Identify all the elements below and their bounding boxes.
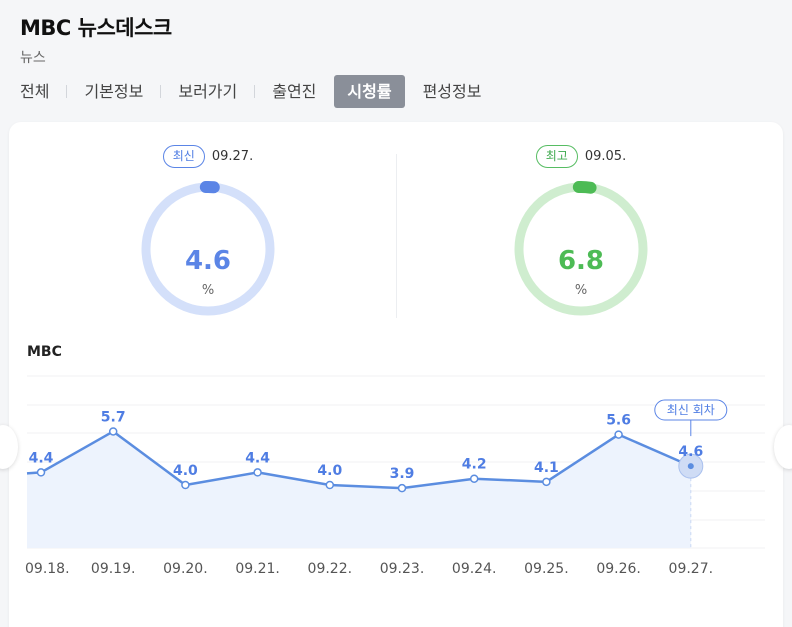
chart-x-ticks: 09.18. 09.19. 09.20. 09.21. 09.22. 09.23. 09.2… — [25, 561, 713, 577]
chart-points — [36, 427, 704, 493]
best-ring-fill — [572, 181, 597, 194]
latest-ring — [141, 181, 275, 316]
best-value: 6.8 — [557, 246, 605, 276]
tab-divider — [254, 85, 256, 98]
ratings-card: 최신 09.27. 4.6 % 최고 09.05. 6.8 % MBC 4.4 5… — [9, 122, 783, 627]
callout-box — [654, 399, 728, 421]
page-subtitle: 뉴스 — [20, 50, 46, 66]
best-ring — [514, 181, 648, 316]
best-date: 09.05. — [584, 148, 627, 164]
tab-divider — [160, 85, 162, 98]
x-tick-label: 09.18. — [25, 561, 70, 577]
stat-divider — [396, 154, 397, 318]
x-tick-label: 09.20. — [163, 561, 208, 577]
data-label: 5.7 — [101, 409, 126, 425]
latest-rating: 최신 09.27. 4.6 % — [128, 144, 288, 320]
page-title: MBC 뉴스데스크 — [20, 16, 172, 40]
prev-arrow-button[interactable] — [0, 425, 18, 469]
data-label: 5.6 — [606, 413, 631, 429]
data-point — [108, 427, 118, 436]
x-tick-label: 09.27. — [669, 561, 714, 577]
data-point — [687, 463, 694, 470]
chart-data-labels: 4.4 5.7 4.0 4.4 4.0 3.9 4.2 4.1 5.6 4.6 — [29, 409, 704, 482]
tab-cast[interactable]: 출연진 — [272, 82, 317, 101]
best-unit: % — [574, 283, 588, 298]
data-point — [469, 474, 479, 483]
latest-badge: 최신 — [162, 144, 205, 168]
best-rating: 최고 09.05. 6.8 % — [501, 144, 661, 320]
x-tick-label: 09.24. — [452, 561, 497, 577]
data-point — [614, 430, 623, 439]
tab-bar: 전체 기본정보 보러가기 출연진 시청률 편성정보 — [20, 75, 481, 108]
tab-all[interactable]: 전체 — [20, 82, 50, 101]
tab-basic-info[interactable]: 기본정보 — [84, 82, 144, 101]
next-arrow-button[interactable] — [774, 425, 792, 469]
data-label: 4.6 — [678, 444, 703, 460]
data-label: 4.2 — [462, 457, 487, 473]
x-tick-label: 09.21. — [235, 561, 280, 577]
data-point — [253, 468, 262, 477]
latest-date: 09.27. — [211, 148, 254, 164]
data-point — [36, 468, 46, 477]
data-label: 3.9 — [390, 466, 415, 482]
tab-watch[interactable]: 보러가기 — [178, 82, 238, 101]
data-label: 4.0 — [173, 463, 198, 479]
tab-ratings[interactable]: 시청률 — [334, 75, 405, 108]
chart-title: MBC — [27, 344, 62, 360]
callout-label: 최신 회차 — [667, 403, 715, 417]
x-tick-label: 09.22. — [308, 561, 353, 577]
latest-value: 4.6 — [184, 246, 232, 276]
data-point — [325, 480, 335, 490]
best-badge: 최고 — [535, 144, 578, 168]
data-label: 4.4 — [29, 450, 54, 466]
data-point — [181, 480, 190, 490]
tab-divider — [66, 85, 68, 98]
latest-episode-callout: 최신 회차 — [654, 399, 728, 437]
latest-unit: % — [201, 283, 215, 298]
data-label: 4.1 — [534, 460, 559, 476]
x-tick-label: 09.25. — [524, 561, 569, 577]
x-tick-label: 09.26. — [596, 561, 641, 577]
data-point — [542, 477, 551, 487]
ratings-chart: 4.45.74.04.44.0 3.94.2 4.15.64.6 09.18. 09.… — [25, 375, 765, 577]
data-label: 4.4 — [245, 450, 270, 466]
data-point — [397, 483, 407, 493]
data-label: 4.0 — [317, 463, 342, 479]
x-tick-label: 09.23. — [380, 561, 425, 577]
chart-area — [27, 431, 691, 548]
x-tick-label: 09.19. — [91, 561, 136, 577]
tab-schedule[interactable]: 편성정보 — [422, 82, 482, 101]
